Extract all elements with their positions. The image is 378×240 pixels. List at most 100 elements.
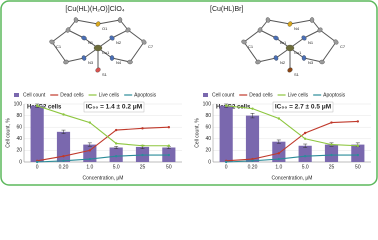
y-tick-label: 0 [19,159,22,165]
marker [167,126,171,129]
legend-label: Live cells [288,92,309,98]
atom [81,35,87,41]
x-tick-label: 0 [36,164,39,170]
annotation-box [272,101,334,113]
legend-label: Live cells [99,92,120,98]
bond [127,29,145,43]
atom-label: N3 [88,60,94,65]
marker [251,159,254,163]
y-tick-label: 20 [205,148,211,154]
error-bar [87,142,92,147]
error-bar [61,129,66,134]
legend-label: Apoptosis [134,92,156,98]
atom [285,44,295,52]
marker [62,113,65,116]
atom [257,27,263,33]
bar [245,115,260,162]
atom [301,55,307,61]
line [226,154,358,163]
atom-label: C1 [56,44,62,49]
line [37,126,169,162]
marker [330,143,333,146]
line [226,120,358,162]
legend-label: Dead cells [60,92,84,98]
x-tick-label: 25 [329,164,335,170]
bond [75,19,99,25]
bar [298,145,312,162]
atom [95,21,101,27]
atom [319,59,325,65]
marker [277,117,281,120]
atom [333,39,339,45]
marker [88,157,92,161]
bar [272,141,286,162]
x-tick-label: 0.20 [59,164,69,170]
atom-label: O1 [102,26,108,31]
bond [111,57,131,63]
y-axis-label: Cell count, % [194,118,200,148]
bond [111,29,129,39]
bond [243,41,259,63]
atom [309,17,315,23]
marker [141,144,144,147]
atom-label: N2 [280,60,286,65]
marker [303,155,307,158]
marker [114,155,118,158]
marker [114,142,118,145]
bond [129,41,145,63]
bond [257,57,277,63]
x-axis-label: Concentration, μM [272,175,313,181]
legend-label: Cell count [212,92,235,98]
x-tick-label: 1.0 [275,164,282,170]
error-bar [114,146,119,149]
bond [303,57,323,63]
y-tick-label: 40 [16,136,22,142]
atom-label: C1 [248,44,254,49]
atom-label: N1 [308,40,314,45]
atom [287,67,293,73]
marker [141,153,144,157]
y-tick-label: 80 [205,113,211,119]
marker [35,104,39,107]
atom [273,35,279,41]
marker [167,144,171,147]
legend-label: Cell count [23,92,46,98]
atom [109,55,115,61]
y-tick-label: 100 [14,101,23,107]
atom-label: Cu1 [294,50,302,55]
figure: [Cu(HL)(H₂O)]ClO₄ [Cu(HL)Br] Cu1 N1 N2 N3 N4… [0,0,378,186]
atom-label: N4 [116,60,122,65]
y-tick-label: 0 [208,159,211,165]
atom [65,27,71,33]
bond [51,41,67,63]
atom-label: C7 [340,44,346,49]
x-tick-label: 50 [355,164,361,170]
marker [356,120,360,123]
atom-label: N3 [308,60,314,65]
y-tick-label: 80 [16,113,22,119]
atom-label: S1 [102,72,108,77]
bar [219,105,233,162]
chart-title: HepG2 cells [27,105,62,111]
error-bar [303,143,308,148]
atom [73,17,79,23]
atom [273,55,279,61]
chart-title: HepG2 cells [216,105,251,111]
line [36,105,169,147]
bar [56,131,71,162]
marker [88,121,92,124]
bond [67,29,85,39]
bar [109,147,123,162]
atom [265,17,271,23]
bar [324,144,339,162]
bond [319,29,337,43]
atom-label: N1 [88,40,94,45]
legend-label: Dead cells [249,92,273,98]
y-tick-label: 60 [205,125,211,131]
annotation: IC₅₀ = 1.4 ± 0.2 μM [86,104,142,111]
x-tick-label: 5.0 [113,164,120,170]
line [37,154,169,163]
atom [93,44,103,52]
x-tick-label: 0 [225,164,228,170]
y-tick-label: 20 [16,148,22,154]
